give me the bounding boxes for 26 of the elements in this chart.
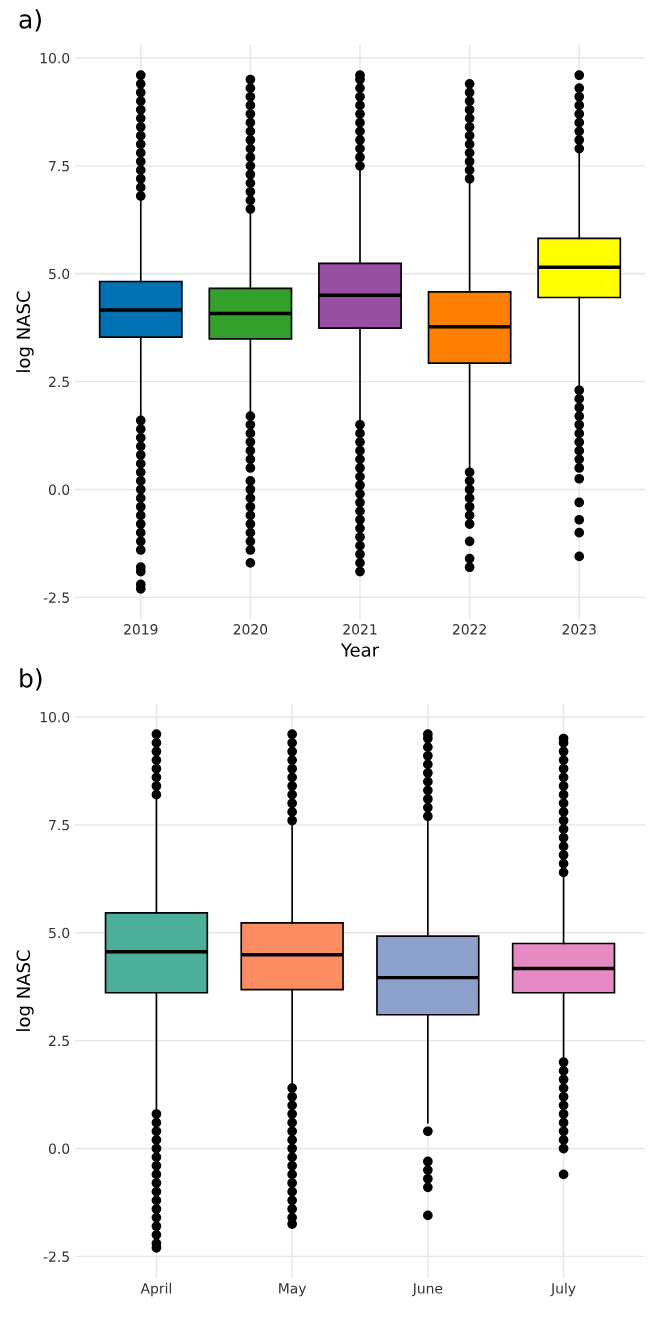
y-axis-title: log NASC [16,291,34,372]
chart-title: b) [20,668,42,691]
x-tick-label: May [279,1283,307,1297]
x-tick-label: 2023 [562,624,596,635]
y-tick-label: 5.0 [49,927,70,939]
y-axis-title: log NASC [16,950,34,1031]
y-tick-label: -2.5 [43,592,69,603]
chart-title: a) [19,9,41,32]
x-tick-label: April [140,1282,171,1297]
y-tick-label: 2.5 [49,376,69,388]
y-tick-label: 10.0 [40,52,70,64]
x-tick-label: June [412,1283,443,1297]
y-tick-label: 5.0 [49,268,70,280]
x-tick-label: 2022 [452,624,486,635]
y-tick-label: 0.0 [48,484,70,495]
y-tick-label: 7.5 [49,819,69,831]
y-tick-label: -2.5 [43,1251,69,1262]
x-tick-label: 2019 [124,624,158,635]
x-tick-label: 2020 [233,624,268,635]
x-axis-title: Year [340,643,380,657]
y-tick-label: 0.0 [48,1143,70,1154]
y-tick-label: 2.5 [49,1035,69,1047]
x-tick-label: July [550,1282,576,1297]
x-tick-label: 2021 [343,624,377,635]
y-tick-label: 7.5 [49,160,69,172]
y-tick-label: 10.0 [40,711,70,723]
